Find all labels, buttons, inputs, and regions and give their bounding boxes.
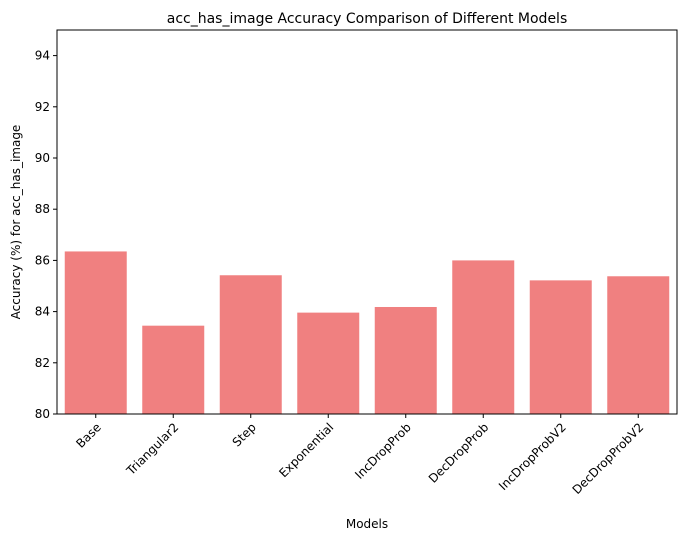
y-axis-label: Accuracy (%) for acc_has_image xyxy=(9,125,23,320)
x-tick-label: IncDropProbV2 xyxy=(496,420,569,493)
bar-decdropprobv2 xyxy=(607,276,670,414)
bar-incdropprobv2 xyxy=(529,280,592,414)
bar-incdropprob xyxy=(374,306,437,414)
bar-triangular2 xyxy=(142,325,205,414)
x-tick-label: DecDropProbV2 xyxy=(570,420,647,497)
plot-frame xyxy=(56,29,678,415)
y-tick-label: 80 xyxy=(35,407,50,421)
x-tick-label: DecDropProb xyxy=(426,420,492,486)
bar-step xyxy=(219,275,282,414)
y-tick-label: 94 xyxy=(35,49,50,63)
x-tick-label: Base xyxy=(73,420,104,451)
x-tick-label: Exponential xyxy=(276,420,336,480)
bar-exponential xyxy=(297,312,360,414)
x-tick-label: Step xyxy=(230,420,259,449)
y-axis: 80 82 84 86 88 90 92 94 xyxy=(35,49,57,421)
y-tick-label: 84 xyxy=(35,305,50,319)
bar-decdropprob xyxy=(452,260,515,414)
y-tick-label: 86 xyxy=(35,253,50,267)
y-tick-label: 82 xyxy=(35,356,50,370)
x-axis: Base Triangular2 Step Exponential IncDropPro… xyxy=(73,414,646,497)
y-tick-label: 88 xyxy=(35,202,50,216)
x-tick-label: IncDropProb xyxy=(352,420,414,482)
x-tick-label: Triangular2 xyxy=(123,420,181,478)
y-tick-label: 90 xyxy=(35,151,50,165)
bar-base xyxy=(64,251,127,414)
y-tick-label: 92 xyxy=(35,100,50,114)
chart-title: acc_has_image Accuracy Comparison of Dif… xyxy=(167,11,568,27)
bars-group xyxy=(64,251,670,414)
x-axis-label: Models xyxy=(346,517,388,531)
